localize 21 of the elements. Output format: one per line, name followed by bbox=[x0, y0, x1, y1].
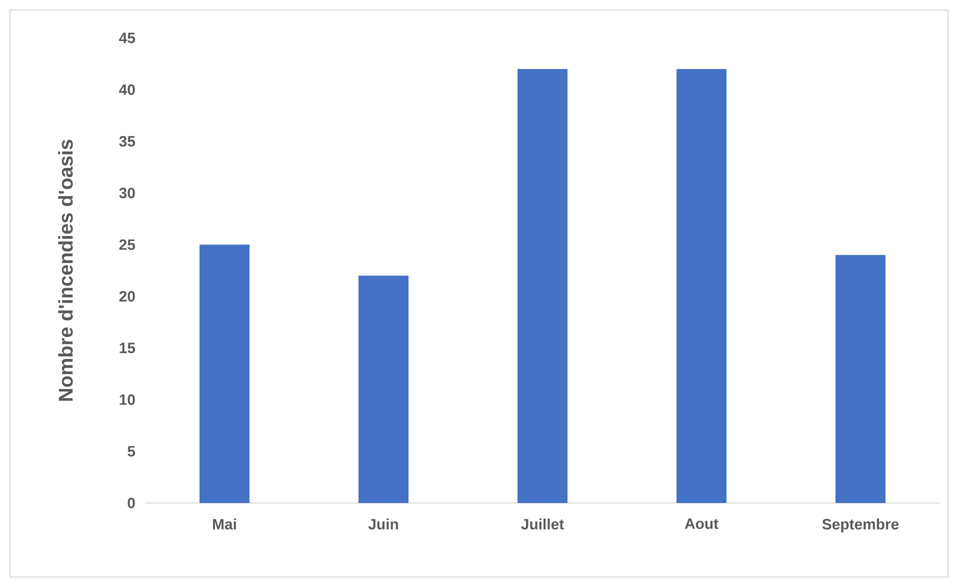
y-tick-label: 15 bbox=[120, 342, 136, 354]
y-axis-title: Nombre d'incendies d'oasis bbox=[58, 140, 73, 401]
y-tick-label: 10 bbox=[120, 394, 135, 405]
bar bbox=[200, 244, 250, 503]
x-tick-label: Aout bbox=[684, 518, 718, 529]
y-tick-label: 25 bbox=[119, 239, 136, 250]
bar bbox=[518, 68, 568, 503]
x-tick-label: Juillet bbox=[521, 518, 564, 530]
x-tick-label: Juin bbox=[368, 518, 398, 530]
y-tick-label: 0 bbox=[128, 498, 135, 508]
x-tick-label: Mai bbox=[213, 518, 236, 530]
y-tick-label: 5 bbox=[128, 446, 136, 457]
bar bbox=[358, 276, 409, 503]
y-tick-label: 30 bbox=[119, 188, 135, 198]
bar bbox=[676, 68, 727, 503]
y-tick-label: 20 bbox=[119, 291, 135, 302]
bar bbox=[836, 254, 886, 503]
y-tick-label: 35 bbox=[119, 136, 136, 147]
x-tick-label: Septembre bbox=[822, 518, 899, 532]
y-tick-label: 40 bbox=[119, 84, 135, 95]
y-tick-label: 45 bbox=[119, 32, 136, 44]
